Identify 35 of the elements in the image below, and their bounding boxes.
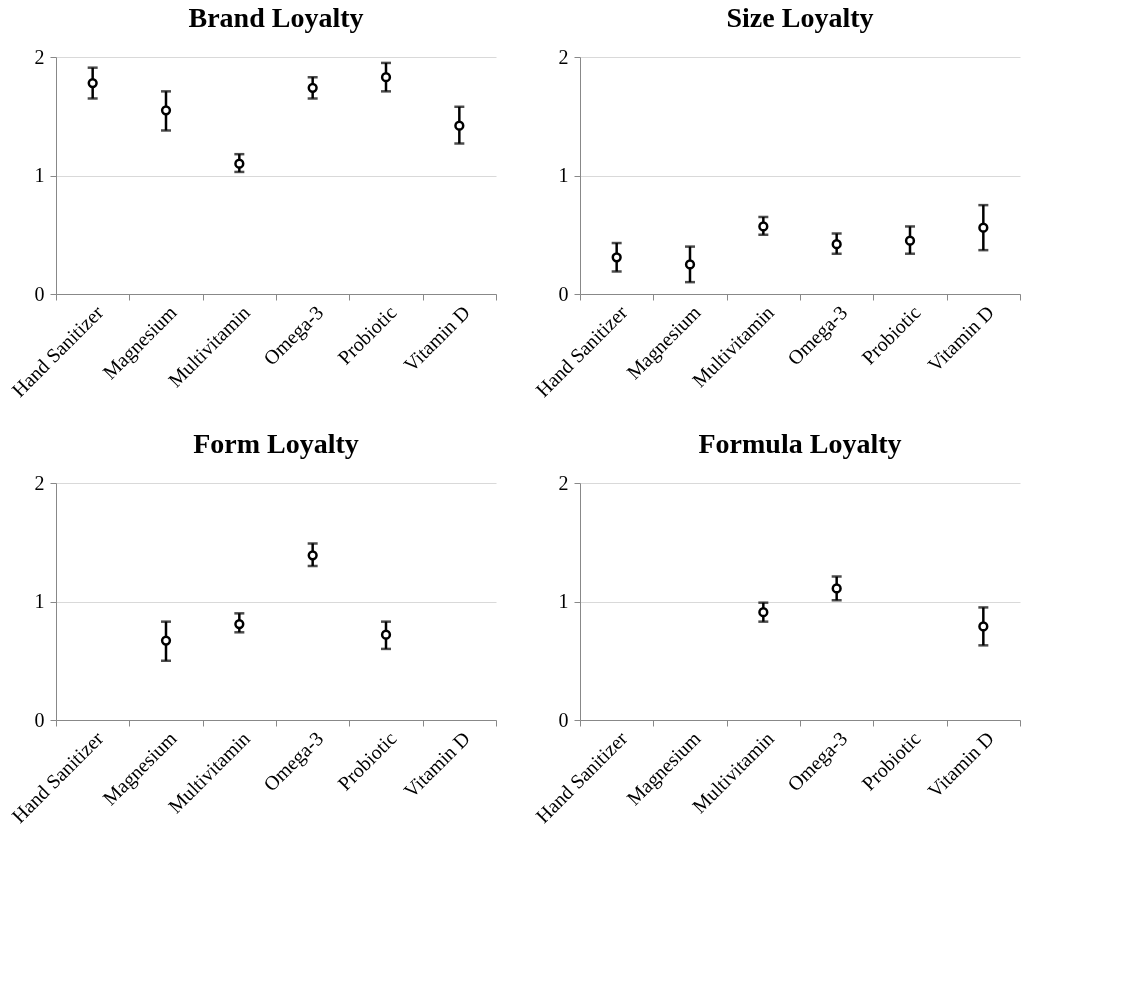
y-tick-label: 2 xyxy=(34,45,45,68)
point xyxy=(160,105,172,116)
y-tick-label: 2 xyxy=(34,471,45,494)
point xyxy=(684,259,696,270)
point xyxy=(831,239,842,250)
point xyxy=(978,621,989,632)
y-tick-label: 1 xyxy=(34,590,45,612)
chart-title: Formula Loyalty xyxy=(698,428,902,459)
point xyxy=(380,629,392,640)
chart-title: Form Loyalty xyxy=(193,428,359,459)
y-tick-label: 0 xyxy=(558,282,569,305)
y-tick-label: 1 xyxy=(34,164,45,186)
point xyxy=(758,221,769,232)
point xyxy=(380,72,392,83)
point xyxy=(307,82,318,93)
y-tick-label: 0 xyxy=(34,708,45,731)
chart-title: Brand Loyalty xyxy=(188,2,364,33)
point xyxy=(978,222,989,233)
point xyxy=(758,607,769,618)
point xyxy=(904,235,916,246)
y-tick-label: 2 xyxy=(558,45,569,68)
y-tick-label: 2 xyxy=(558,471,569,494)
point xyxy=(234,618,245,630)
y-tick-label: 0 xyxy=(558,708,569,731)
point xyxy=(160,635,172,646)
point xyxy=(611,252,622,263)
point xyxy=(454,120,465,131)
point xyxy=(234,158,245,169)
point xyxy=(87,77,98,89)
chart-title: Size Loyalty xyxy=(726,2,874,33)
y-tick-label: 1 xyxy=(558,164,569,186)
point xyxy=(831,583,842,594)
y-tick-label: 1 xyxy=(558,590,569,612)
point xyxy=(307,550,318,561)
y-tick-label: 0 xyxy=(34,282,45,305)
